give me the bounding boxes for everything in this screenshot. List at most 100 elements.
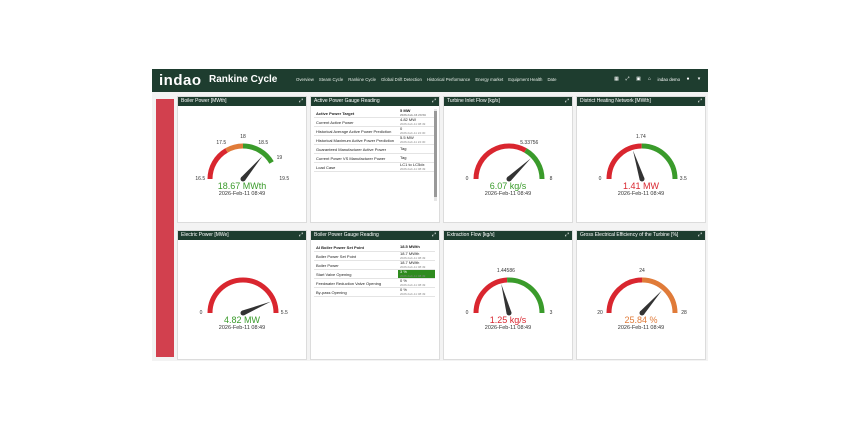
row-timestamp: 2026-Feb-11 08:49	[400, 291, 426, 296]
row-timestamp: 2026-Feb-11 08:49	[400, 273, 426, 278]
table-row: Current Power VS Manufacturer Power Tag	[314, 154, 435, 164]
scrollbar[interactable]	[434, 109, 437, 201]
alert-side-bar	[156, 99, 174, 357]
row-timestamp: 2026-Feb-11 08:49	[400, 255, 426, 260]
gauge-svg	[606, 143, 678, 182]
gauge-hub	[240, 176, 246, 182]
expand-icon[interactable]: ⤢	[697, 232, 702, 238]
panel-header: District Heating Network [MWth] ⤢	[577, 97, 705, 106]
nav-item-steam-cycle[interactable]: Steam Cycle	[318, 77, 344, 82]
user-icon[interactable]: ●	[686, 76, 690, 82]
row-value-text: 0	[400, 126, 403, 132]
user-name[interactable]: indao demo	[657, 76, 680, 82]
gauge-band	[225, 143, 244, 153]
row-timestamp: 2026-Feb-16 23:59	[400, 112, 426, 117]
row-label: Current Active Power	[316, 119, 354, 125]
row-value: 18.5 MWth	[398, 244, 435, 250]
gauge-tick-label: 18.5	[258, 139, 269, 146]
gauge-band	[207, 148, 228, 180]
row-value-text: 18.7 MWth	[400, 251, 420, 256]
row-value: Tag	[398, 154, 435, 161]
row-value: 0 % 2026-Feb-11 08:49	[398, 287, 435, 296]
expand-icon[interactable]: ⤢	[298, 232, 303, 238]
gauge-band	[606, 143, 642, 180]
panel-title: Active Power Gauge Reading	[314, 98, 380, 104]
row-timestamp: 2026-Feb-11 22:30	[400, 139, 426, 144]
gauge-band	[641, 143, 678, 180]
row-timestamp: 2026-Feb-11 08:49	[400, 282, 426, 287]
gauge-tick-label: 3.5	[679, 176, 687, 182]
panel-title: District Heating Network [MWth]	[580, 98, 651, 104]
gauge-needle	[501, 284, 512, 314]
nav-item-historical-performance[interactable]: Historical Performance	[426, 77, 471, 82]
expand-icon[interactable]: ⤢	[625, 76, 630, 82]
gauge-timestamp: 2026-Feb-11 08:49	[617, 191, 665, 197]
row-label: Historical Average Active Power Predicti…	[316, 128, 392, 134]
panel-header: Electric Power [MWe] ⤢	[178, 231, 306, 240]
nav-item-date[interactable]: Date	[547, 77, 557, 82]
panel-header: Boiler Power [MWth] ⤢	[178, 97, 306, 106]
gauge-band	[207, 277, 279, 314]
boiler-power-table-panel: Boiler Power Gauge Reading ⤢ AI Boiler Po…	[310, 230, 440, 360]
row-value: 18.7 MWth 2026-Feb-11 08:49	[398, 260, 435, 269]
row-label: Boiler Power Set Point	[316, 253, 357, 259]
home-icon[interactable]: ⌂	[648, 76, 652, 82]
panel-header: Gross Electrical Efficiency of the Turbi…	[577, 231, 705, 240]
row-label: AI Boiler Power Set Point	[316, 244, 365, 250]
nav-item-global-drift-detection[interactable]: Global Drift Detection	[381, 77, 422, 82]
table-row: Historical Average Active Power Predicti…	[314, 126, 435, 137]
gauge-value: 1.41 MW	[622, 181, 659, 191]
panel-title: Boiler Power Gauge Reading	[314, 232, 379, 238]
boiler-power-table: AI Boiler Power Set Point 18.5 MWth Boiler…	[314, 243, 435, 298]
scrollbar-thumb[interactable]	[434, 111, 437, 197]
gauge-value: 1.25 kg/s	[489, 315, 527, 325]
gauge-tick-label: 19	[276, 155, 283, 161]
row-timestamp: 2026-Feb-11 22:30	[400, 130, 426, 135]
app-logo[interactable]: indao	[159, 72, 202, 89]
gauge-tick-label: 0	[465, 176, 469, 182]
table-row: Active Power Target 5 MW 2026-Feb-16 23:59	[314, 108, 435, 119]
grid-icon[interactable]: ▣	[636, 76, 641, 82]
nav-item-overview[interactable]: Overview	[296, 77, 314, 82]
row-timestamp: 2026-Feb-11 08:49	[400, 166, 426, 171]
expand-icon[interactable]: ⤢	[564, 98, 569, 104]
nav-item-energy-market[interactable]: Energy market	[475, 77, 504, 82]
row-value-text: LC1 to LC5dx	[400, 162, 425, 168]
gauge-svg	[207, 143, 274, 182]
expand-icon[interactable]: ⤢	[298, 98, 303, 104]
panel-title: Electric Power [MWe]	[181, 232, 229, 238]
calendar-icon[interactable]: ▦	[614, 76, 619, 82]
expand-icon[interactable]: ⤢	[431, 232, 436, 238]
table-row: Current Active Power 4.82 MW 2026-Feb-11 0…	[314, 117, 435, 128]
row-value: LC1 to LC5dx 2026-Feb-11 08:49	[398, 162, 435, 171]
gauge-panel-turbine-inlet-flow: Turbine Inlet Flow [kg/s] ⤢ 0 5.33756 8 6.07 …	[443, 96, 573, 223]
gauge-timestamp: 2026-Feb-11 08:49	[617, 325, 665, 331]
row-value: 0 2026-Feb-11 22:30	[398, 126, 435, 135]
nav-item-equipment-health[interactable]: Equipment Health	[508, 77, 543, 82]
gauge-hub	[240, 310, 246, 316]
gauge-svg	[473, 143, 545, 182]
expand-icon[interactable]: ⤢	[431, 98, 436, 104]
row-value-text: Tag	[400, 154, 407, 160]
table-row: Load Case LC1 to LC5dx 2026-Feb-11 08:49	[314, 162, 435, 173]
gauge-panel-electric-power: Electric Power [MWe] ⤢ 0 5.5 4.82 MW 2026-Feb…	[177, 230, 307, 360]
expand-icon[interactable]: ⤢	[564, 232, 569, 238]
gauge-needle	[640, 290, 662, 315]
gauge-tick-label: 0	[199, 310, 203, 316]
row-value-text: 0 %	[400, 287, 407, 293]
gauge-panel-extraction-flow: Extraction Flow [kg/s] ⤢ 0 1.44586 3 1.25 kg/…	[443, 230, 573, 360]
gauge-hub	[506, 176, 512, 182]
chevron-down-icon[interactable]: ▾	[697, 76, 701, 82]
row-label: By-pass Opening	[316, 289, 347, 295]
gauge-tick-label: 5.5	[280, 310, 288, 316]
panel-header: Turbine Inlet Flow [kg/s] ⤢	[444, 97, 572, 106]
nav-item-rankine-cycle[interactable]: Rankine Cycle	[348, 77, 376, 82]
row-value: 4.82 MW 2026-Feb-11 08:49	[398, 117, 435, 126]
gauge-hub	[506, 310, 512, 316]
row-timestamp: 2026-Feb-11 08:49	[400, 264, 426, 269]
gauge-band	[606, 277, 643, 314]
expand-icon[interactable]: ⤢	[697, 98, 702, 104]
panel-title: Gross Electrical Efficiency of the Turbi…	[580, 232, 679, 238]
panel-title: Extraction Flow [kg/s]	[447, 232, 495, 238]
gauge-tick-label: 5.33756	[520, 139, 539, 146]
